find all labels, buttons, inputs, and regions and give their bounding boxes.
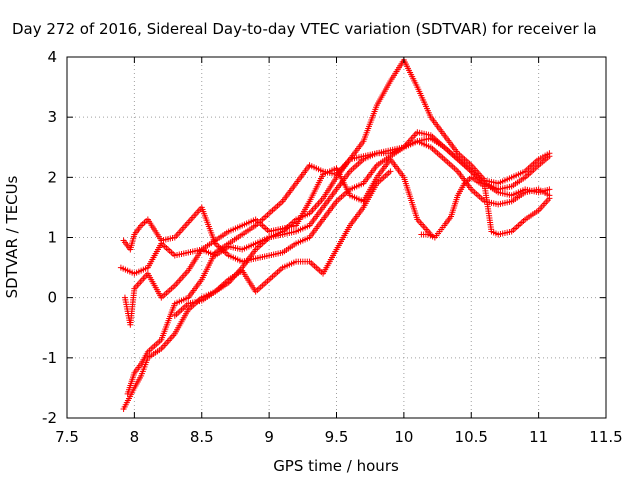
- data-point-markers: [117, 129, 553, 277]
- x-tick-label: 11: [529, 428, 548, 446]
- y-tick-label: 3: [47, 108, 57, 126]
- y-tick-label: -2: [42, 409, 57, 427]
- data-point-markers: [171, 168, 394, 319]
- series-track-g: [418, 174, 553, 241]
- chart-title: Day 272 of 2016, Sidereal Day-to-day VTE…: [12, 20, 597, 38]
- x-tick-label: 8: [130, 428, 140, 446]
- x-tick-label: 7.5: [55, 428, 79, 446]
- y-tick-label: -1: [42, 349, 57, 367]
- y-tick-label: 1: [47, 229, 57, 247]
- series-track-f: [171, 168, 394, 319]
- y-tick-label: 0: [47, 289, 57, 307]
- x-tick-label: 11.5: [589, 428, 622, 446]
- x-tick-label: 10: [394, 428, 413, 446]
- y-tick-label: 2: [47, 168, 57, 186]
- y-tick-label: 4: [47, 48, 57, 66]
- data-point-markers: [418, 174, 553, 241]
- plot-area: [117, 57, 553, 412]
- x-tick-label: 9.5: [325, 428, 349, 446]
- data-point-markers: [121, 156, 434, 328]
- x-axis: 7.5 8 8.5 9 9.5 10 10.5 11 11.5: [55, 57, 623, 446]
- x-tick-label: 10.5: [455, 428, 488, 446]
- x-tick-label: 9: [264, 428, 274, 446]
- series-track-e: [121, 156, 434, 328]
- x-tick-label: 8.5: [190, 428, 214, 446]
- y-axis-label: SDTVAR / TECUs: [3, 175, 21, 298]
- y-axis: -2 -1 0 1 2 3 4: [42, 48, 606, 427]
- x-axis-label: GPS time / hours: [273, 457, 399, 475]
- series-track-c: [117, 129, 553, 277]
